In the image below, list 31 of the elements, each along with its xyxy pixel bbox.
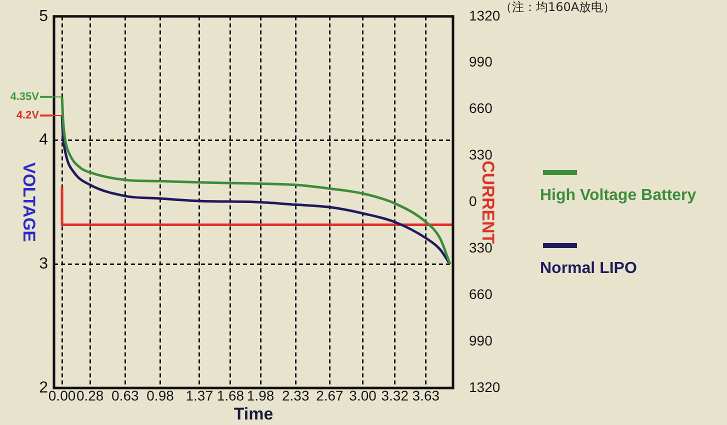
x-tick-label: 0.00: [48, 387, 76, 404]
annotation: 4.2V: [16, 110, 40, 122]
y2-tick-label: 990: [469, 54, 493, 70]
y-axis-title: VOLTAGE: [19, 162, 38, 242]
y-tick-label: 2: [39, 379, 48, 396]
x-tick-label: 1.98: [246, 387, 274, 404]
y-tick-label: 3: [39, 256, 48, 273]
x-axis-title: Time: [234, 404, 274, 424]
x-tick-label: 0.98: [146, 387, 174, 404]
legend-label: High Voltage Battery: [540, 187, 696, 205]
y2-tick-label: 0: [469, 193, 477, 210]
legend-label: Normal LIPO: [540, 260, 638, 278]
x-tick-label: 0.28: [76, 387, 104, 404]
x-tick-label: 2.33: [282, 387, 310, 404]
x-tick-label: 1.68: [216, 387, 244, 404]
x-tick-label: 2.67: [316, 387, 344, 404]
y2-tick-label: 660: [469, 100, 493, 116]
y2-tick-label: 1320: [469, 378, 500, 395]
y-tick-label: 4: [39, 132, 48, 149]
y2-tick-label: 1320: [469, 7, 500, 24]
y2-tick-label: 660: [469, 286, 493, 302]
y-tick-label: 5: [39, 8, 48, 25]
x-tick-label: 1.37: [186, 387, 214, 404]
x-tick-label: 3.32: [381, 387, 409, 404]
y2-tick-label: 990: [469, 332, 493, 348]
x-tick-label: 3.00: [349, 387, 377, 404]
x-tick-label: 0.63: [112, 387, 140, 404]
annotation: 4.35V: [10, 90, 40, 103]
x-tick-label: 3.63: [412, 387, 440, 404]
text: （注：均160A放电）: [500, 0, 616, 14]
y2-tick-label: 330: [469, 146, 493, 163]
